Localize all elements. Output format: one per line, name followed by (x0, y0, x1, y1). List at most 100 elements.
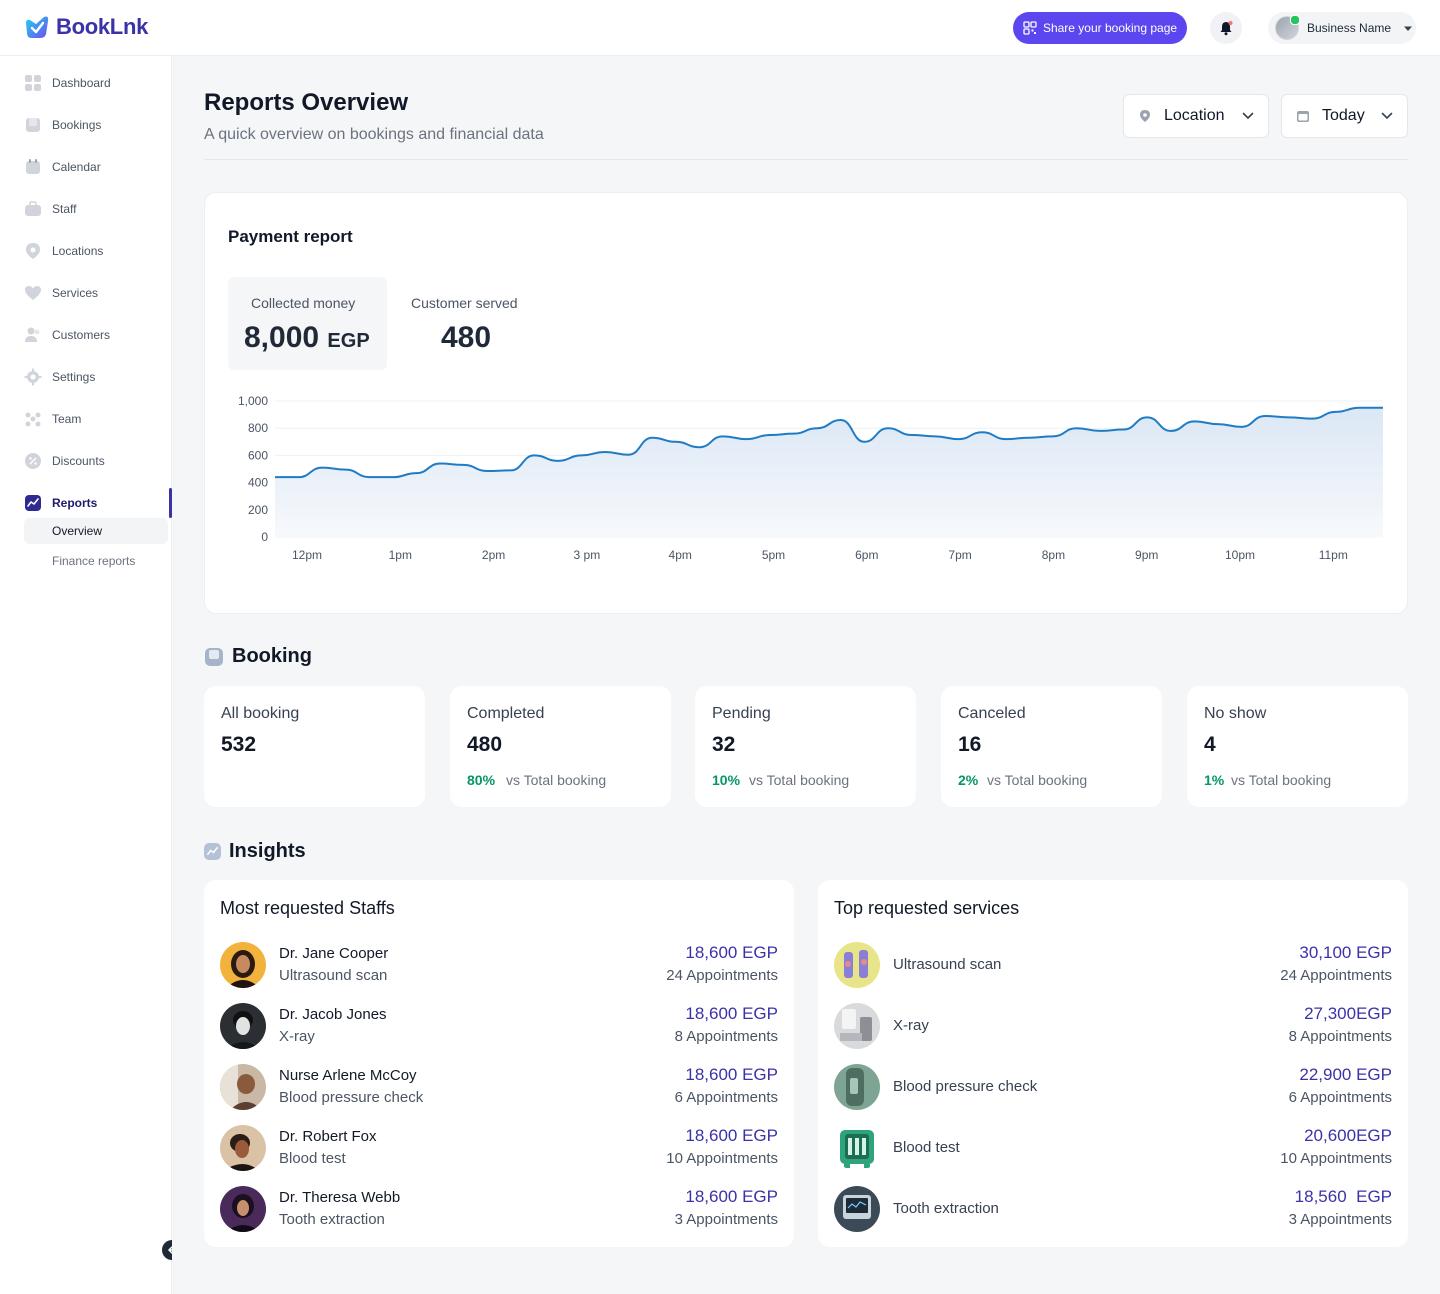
staff-appointments: 8 Appointments (674, 1028, 778, 1045)
booking-card-all[interactable]: All booking 532 (204, 686, 425, 807)
service-appointments: 10 Appointments (1280, 1150, 1392, 1167)
booking-card-pending[interactable]: Pending 32 10% vs Total booking (695, 686, 916, 807)
avatar (1275, 15, 1300, 40)
y-tick-label: 200 (248, 503, 268, 517)
service-amount: 18,560 EGP (1294, 1187, 1392, 1206)
sidebar-item-dashboard[interactable]: Dashboard (24, 71, 111, 95)
staff-row[interactable]: Dr. Jacob Jones X-ray 18,600 EGP 8 Appoi… (220, 1003, 778, 1049)
top-bar: BookLnk Share your booking page Business… (0, 0, 1440, 56)
booking-card-value: 480 (467, 733, 503, 756)
booking-card-completed[interactable]: Completed 480 80% vs Total booking (450, 686, 671, 807)
booking-card-no-show[interactable]: No show 4 1% vs Total booking (1187, 686, 1408, 807)
avatar (220, 1064, 266, 1110)
insights-section-title: Insights (229, 840, 306, 862)
tooth-extraction-image (834, 1186, 880, 1232)
collected-money-box[interactable]: Collected money 8,000 EGP (228, 277, 387, 370)
x-tick-label: 10pm (1225, 548, 1255, 562)
service-amount: 20,600EGP (1304, 1126, 1392, 1145)
sidebar-subitem-overview[interactable]: Overview (24, 518, 168, 544)
service-row[interactable]: Tooth extraction 18,560 EGP 3 Appointmen… (834, 1186, 1392, 1232)
y-tick-label: 0 (261, 530, 268, 544)
share-booking-page-button[interactable]: Share your booking page (1013, 12, 1187, 44)
sidebar-item-discounts[interactable]: Discounts (24, 449, 105, 473)
sidebar-item-label: Bookings (52, 118, 102, 132)
y-tick-label: 400 (248, 476, 268, 490)
bell-icon (1220, 21, 1233, 36)
sidebar-item-customers[interactable]: Customers (24, 323, 110, 347)
sidebar-item-services[interactable]: Services (24, 281, 98, 305)
staff-service: Ultrasound scan (279, 967, 388, 984)
booking-card-label: No show (1204, 705, 1267, 722)
collected-money-unit: EGP (327, 330, 370, 352)
insights-section-header: Insights (204, 840, 306, 863)
notifications-button[interactable] (1210, 12, 1242, 44)
map-pin-icon (24, 242, 42, 260)
share-button-label: Share your booking page (1042, 21, 1178, 35)
business-menu[interactable]: Business Name (1268, 12, 1416, 44)
booking-card-label: Canceled (958, 705, 1026, 722)
collected-money-amount: 8,000 (244, 321, 320, 354)
booking-card-label: All booking (221, 705, 300, 722)
payment-report-title: Payment report (228, 227, 353, 246)
most-requested-staffs-card: Most requested Staffs Dr. Jane Cooper Ul… (204, 880, 794, 1247)
sidebar-item-locations[interactable]: Locations (24, 239, 103, 263)
staff-service: X-ray (279, 1028, 315, 1045)
staff-amount: 18,600 EGP (685, 1065, 778, 1084)
service-row[interactable]: Ultrasound scan 30,100 EGP 24 Appointmen… (834, 942, 1392, 988)
sidebar-item-staff[interactable]: Staff (24, 197, 76, 221)
gear-icon (24, 368, 42, 386)
x-tick-label: 3 pm (574, 548, 601, 562)
staff-amount: 18,600 EGP (685, 943, 778, 962)
main-content: Reports Overview A quick overview on boo… (172, 56, 1440, 1294)
payment-area-chart: 1,000 800 600 400 200 0 12pm 1pm 2pm 3 pm 4pm 5pm 6p… (238, 394, 1383, 562)
service-name: Ultrasound scan (893, 956, 1002, 973)
blood-test-image (834, 1125, 880, 1171)
customer-served-box[interactable]: Customer served 480 (401, 277, 541, 370)
service-row[interactable]: Blood pressure check 22,900 EGP 6 Appoin… (834, 1064, 1392, 1110)
page-subtitle: A quick overview on bookings and financi… (204, 126, 544, 143)
x-tick-label: 8pm (1042, 548, 1065, 562)
booking-section-header: Booking (204, 645, 312, 668)
sidebar: Dashboard Bookings Calendar Staff Locati… (0, 56, 182, 1294)
booking-card-percent: 1% (1204, 772, 1225, 788)
booking-card-value: 532 (221, 733, 257, 756)
staff-row[interactable]: Dr. Theresa Webb Tooth extraction 18,600… (220, 1186, 778, 1232)
sidebar-item-settings[interactable]: Settings (24, 365, 95, 389)
sidebar-item-calendar[interactable]: Calendar (24, 155, 101, 179)
brand[interactable]: BookLnk (24, 14, 148, 40)
service-row[interactable]: X-ray 27,300EGP 8 Appointments (834, 1003, 1392, 1049)
sidebar-item-label: Calendar (52, 160, 101, 174)
booking-card-vs: vs Total booking (749, 772, 850, 788)
avatar (220, 1003, 266, 1049)
location-select[interactable]: Location (1123, 94, 1269, 138)
staff-service: Blood test (279, 1150, 346, 1167)
sidebar-item-label: Reports (52, 496, 98, 510)
booking-section-title: Booking (232, 645, 312, 667)
staff-row[interactable]: Dr. Jane Cooper Ultrasound scan 18,600 E… (220, 942, 778, 988)
payment-report-card: Payment report Collected money 8,000 EGP… (204, 192, 1408, 614)
grid-icon (24, 74, 42, 92)
business-name: Business Name (1307, 21, 1392, 35)
date-select[interactable]: Today (1281, 94, 1408, 138)
staff-row[interactable]: Dr. Robert Fox Blood test 18,600 EGP 10 … (220, 1125, 778, 1171)
booking-card-value: 4 (1204, 733, 1216, 756)
service-name: X-ray (893, 1017, 929, 1034)
booking-card-value: 32 (712, 733, 736, 756)
sidebar-item-reports[interactable]: Reports (24, 491, 97, 515)
discount-icon (24, 452, 42, 470)
booking-card-canceled[interactable]: Canceled 16 2% vs Total booking (941, 686, 1162, 807)
staff-row[interactable]: Nurse Arlene McCoy Blood pressure check … (220, 1064, 778, 1110)
sidebar-item-label: Services (52, 286, 99, 300)
sidebar-subitem-finance-reports[interactable]: Finance reports (52, 554, 136, 568)
service-amount: 27,300EGP (1304, 1004, 1392, 1023)
service-name: Blood test (893, 1139, 960, 1156)
sidebar-item-bookings[interactable]: Bookings (24, 113, 101, 137)
sidebar-item-team[interactable]: Team (24, 407, 81, 431)
x-tick-label: 12pm (292, 548, 322, 562)
chart-icon (24, 494, 42, 512)
staff-amount: 18,600 EGP (685, 1126, 778, 1145)
x-tick-label: 1pm (389, 548, 412, 562)
service-row[interactable]: Blood test 20,600EGP 10 Appointments (834, 1125, 1392, 1171)
team-icon (24, 410, 42, 428)
briefcase-icon (24, 200, 42, 218)
